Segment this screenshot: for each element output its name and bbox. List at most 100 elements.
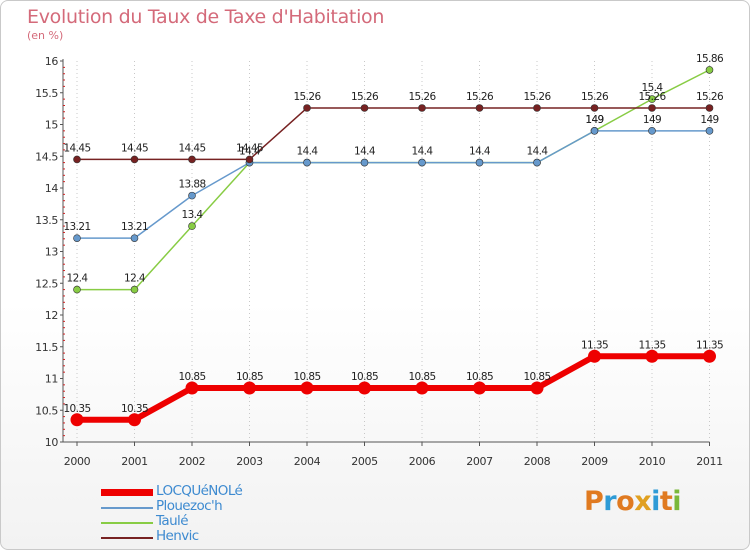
data-label: 15.86 [696,53,724,65]
x-tick-label: 2011 [696,455,722,468]
x-tick-label: 2005 [351,455,378,468]
data-point [648,104,656,112]
series-line [77,130,710,239]
logo-letter: t [659,486,673,517]
data-point [645,349,659,363]
data-point [130,155,139,164]
data-point [130,234,139,242]
data-point [358,381,371,395]
y-tick-label: 11 [45,373,58,386]
y-tick-label: 14 [45,182,59,195]
legend-label: Taulé [156,513,189,529]
data-point [360,104,369,112]
data-label: 14.4 [354,146,376,158]
data-label: 11.35 [581,339,608,351]
data-label: 13.21 [121,221,148,233]
data-label: 12.4 [67,273,89,285]
data-point [705,127,714,135]
data-point [703,349,716,363]
data-point [73,155,81,164]
x-tick-label: 2002 [179,455,205,468]
data-point [530,381,544,395]
data-label: 15.26 [581,91,609,103]
logo-letter: o [616,486,635,517]
data-point [188,155,196,164]
data-point [188,191,196,200]
data-point [648,95,656,103]
y-tick-label: 11.5 [35,341,58,354]
data-point [588,349,601,363]
data-label: 14.45 [63,142,90,154]
y-tick-label: 15.5 [35,87,58,100]
data-label: 15.4 [642,82,664,94]
data-label: 12.4 [124,273,146,285]
legend-swatch [101,537,153,539]
data-point [418,158,426,167]
legend-swatch [101,507,153,509]
x-tick-label: 2007 [466,455,493,468]
data-label: 14.4 [297,146,319,158]
data-label: 15.26 [351,91,379,103]
x-tick-label: 2000 [64,455,91,468]
legend-label: Plouezoc'h [156,498,223,514]
data-point [243,381,256,395]
series-line [77,107,710,161]
data-label: 15.26 [293,91,321,103]
y-tick-label: 12.5 [35,277,58,290]
data-point [418,104,426,112]
chart-title: Evolution du Taux de Taxe d'Habitation [27,6,385,28]
data-label: 13.4 [182,209,204,221]
series-line [77,69,710,291]
data-label: 15.26 [696,91,724,103]
legend-swatch [101,489,153,496]
y-tick-label: 10.5 [35,404,58,417]
x-tick-label: 2008 [524,455,551,468]
data-label: 149 [585,114,603,126]
data-label: 149 [700,114,718,126]
data-point [128,413,141,427]
data-label: 14.4 [527,146,549,158]
data-point [185,381,199,395]
data-point [73,285,81,294]
data-label: 13.21 [63,221,90,233]
data-label: 149 [585,114,603,126]
data-label: 10.85 [236,371,263,383]
data-label: 14.4 [469,146,491,158]
legend-label: LOCQUéNOLé [156,483,243,499]
data-point [245,155,254,164]
y-tick-label: 14.5 [35,150,58,163]
data-point [73,234,81,242]
y-tick-label: 10 [45,436,59,449]
data-point [300,381,314,395]
data-label: 10.85 [466,371,493,383]
data-label: 10.35 [63,403,90,415]
y-tick-label: 13.5 [35,214,58,227]
logo-letter: x [634,486,652,517]
logo-letter: r [603,486,617,517]
x-tick-label: 2003 [236,455,263,468]
data-point [188,222,196,230]
data-label: 15.26 [408,91,436,103]
data-point [303,158,311,167]
data-label: 11.35 [696,339,723,351]
data-label: 11.35 [638,339,665,351]
data-label: 15.26 [466,91,494,103]
logo-letter: i [651,486,660,517]
data-point [415,381,429,395]
data-point [70,413,84,427]
data-point [130,285,139,294]
x-tick-label: 2006 [409,455,436,468]
legend-label: Henvic [156,528,199,544]
data-label: 14.45 [178,142,205,154]
y-tick-label: 15 [45,119,59,132]
logo-text: Proxiti [584,486,682,517]
data-point [360,158,369,167]
data-label: 10.85 [351,371,378,383]
x-tick-label: 2004 [294,455,321,468]
data-point [648,127,656,135]
data-point [590,127,599,135]
data-label: 10.35 [121,403,148,415]
data-point [475,158,484,167]
data-label: 10.85 [523,371,550,383]
